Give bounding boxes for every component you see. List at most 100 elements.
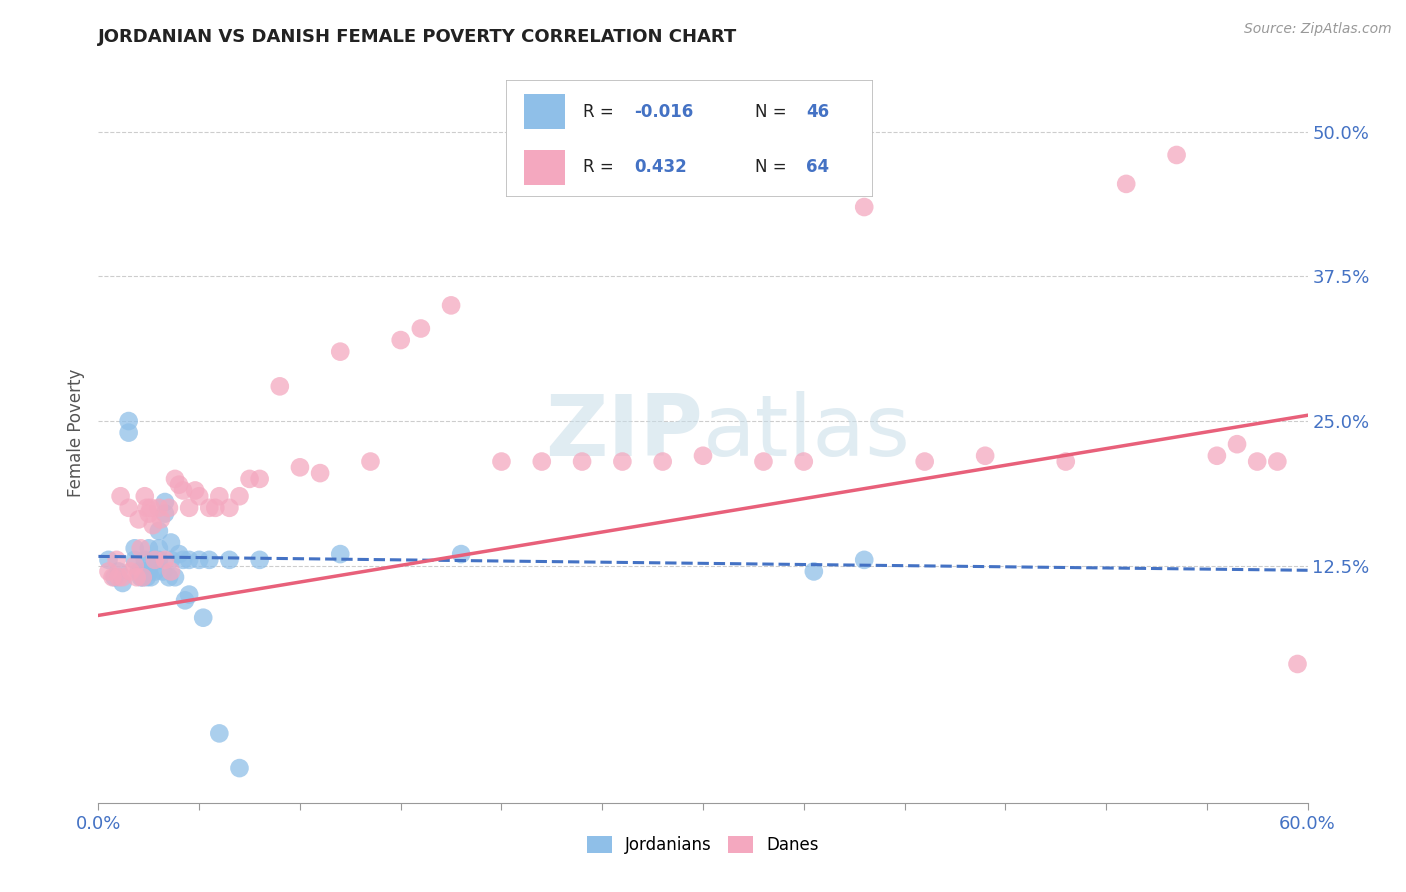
Point <box>124 541 146 556</box>
Point <box>167 477 190 491</box>
Point <box>107 565 129 579</box>
Text: N =: N = <box>755 158 792 177</box>
Point <box>172 483 194 498</box>
Point <box>163 570 186 584</box>
Point <box>172 553 194 567</box>
Legend: Jordanians, Danes: Jordanians, Danes <box>581 830 825 861</box>
Y-axis label: Female Poverty: Female Poverty <box>66 368 84 497</box>
Point <box>692 449 714 463</box>
Point <box>1286 657 1309 671</box>
Text: N =: N = <box>755 103 792 120</box>
Point <box>153 553 176 567</box>
Point <box>143 553 166 567</box>
Point <box>97 553 120 567</box>
Point <box>1054 454 1077 468</box>
Point <box>208 726 231 740</box>
Point <box>440 298 463 312</box>
Point <box>128 565 150 579</box>
Point <box>249 553 271 567</box>
Point <box>139 500 162 515</box>
Point <box>163 472 186 486</box>
Point <box>129 570 152 584</box>
Point <box>793 454 815 468</box>
Point <box>269 379 291 393</box>
Point <box>179 553 201 567</box>
Point <box>152 565 174 579</box>
Point <box>360 454 382 468</box>
Point <box>198 500 221 515</box>
Point <box>105 553 128 567</box>
Point <box>153 495 176 509</box>
Point <box>249 472 271 486</box>
Point <box>110 489 132 503</box>
Point <box>853 200 876 214</box>
Point <box>228 489 250 503</box>
Text: -0.016: -0.016 <box>634 103 693 120</box>
Point <box>193 610 215 624</box>
Point <box>135 500 157 515</box>
Point <box>118 414 141 428</box>
Point <box>1267 454 1289 468</box>
Text: ZIP: ZIP <box>546 391 703 475</box>
Point <box>530 454 553 468</box>
Point <box>1206 449 1229 463</box>
Point <box>204 500 226 515</box>
Point <box>218 500 240 515</box>
Point <box>143 553 166 567</box>
Point <box>651 454 673 468</box>
FancyBboxPatch shape <box>524 150 565 185</box>
Point <box>134 565 156 579</box>
Point <box>142 553 165 567</box>
Point <box>148 541 170 556</box>
FancyBboxPatch shape <box>524 95 565 129</box>
Point <box>132 570 155 584</box>
Text: R =: R = <box>583 103 619 120</box>
Point <box>148 553 170 567</box>
Point <box>167 547 190 561</box>
Point <box>179 500 201 515</box>
Point <box>179 588 201 602</box>
Point <box>188 553 211 567</box>
Point <box>143 565 166 579</box>
Point <box>612 454 634 468</box>
Point <box>142 518 165 533</box>
Point <box>571 454 593 468</box>
Text: 0.432: 0.432 <box>634 158 688 177</box>
Point <box>134 553 156 567</box>
Point <box>409 321 432 335</box>
Point <box>160 565 183 579</box>
Point <box>218 553 240 567</box>
Point <box>1166 148 1188 162</box>
Point <box>118 425 141 440</box>
Point <box>309 466 332 480</box>
Point <box>128 512 150 526</box>
Point <box>288 460 311 475</box>
Point <box>97 565 120 579</box>
Point <box>803 565 825 579</box>
Point <box>188 489 211 503</box>
Point <box>160 535 183 549</box>
Point <box>118 500 141 515</box>
Point <box>239 472 262 486</box>
Point <box>974 449 997 463</box>
Point <box>160 553 183 567</box>
Point <box>329 547 352 561</box>
Point <box>124 558 146 573</box>
Point <box>1246 454 1268 468</box>
Point <box>228 761 250 775</box>
Point <box>329 344 352 359</box>
Point <box>153 507 176 521</box>
Point <box>148 524 170 538</box>
Point <box>389 333 412 347</box>
Text: 46: 46 <box>806 103 830 120</box>
Point <box>853 553 876 567</box>
Point <box>149 512 172 526</box>
Point <box>111 576 134 591</box>
Point <box>139 570 162 584</box>
Point <box>157 570 180 584</box>
Point <box>174 593 197 607</box>
Point <box>450 547 472 561</box>
Point <box>138 541 160 556</box>
Point <box>125 570 148 584</box>
Point <box>134 489 156 503</box>
